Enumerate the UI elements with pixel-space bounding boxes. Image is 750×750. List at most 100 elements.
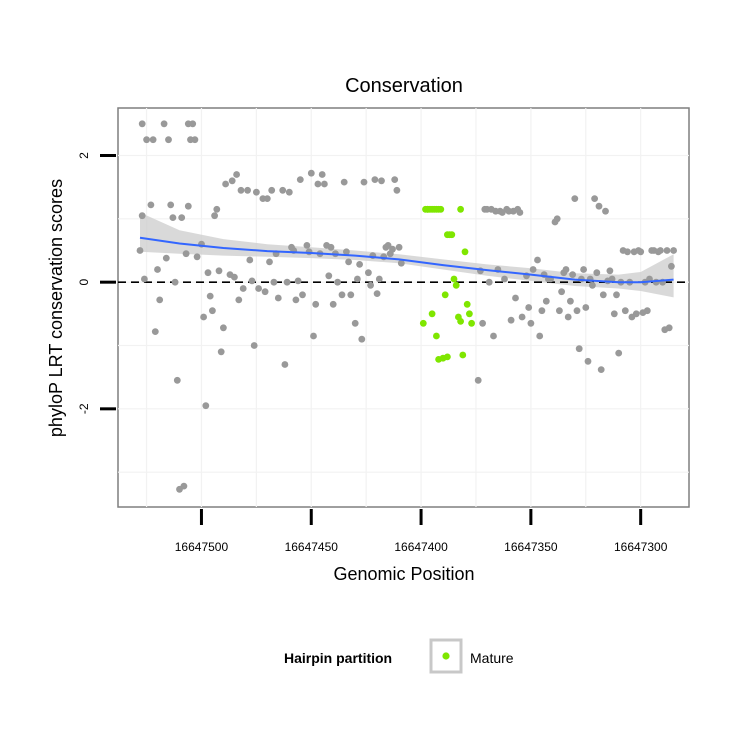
point-other xyxy=(156,296,164,304)
point-other xyxy=(138,212,146,220)
point-other xyxy=(167,201,175,209)
point-other xyxy=(527,319,535,327)
point-other xyxy=(485,278,493,286)
point-other xyxy=(321,180,328,188)
point-other xyxy=(356,261,363,268)
point-other xyxy=(567,297,574,305)
point-mature xyxy=(461,248,469,256)
point-other xyxy=(632,310,640,318)
legend-label-mature: Mature xyxy=(470,650,514,666)
point-other xyxy=(668,262,675,270)
point-other xyxy=(529,266,537,273)
smooth-fit-layer xyxy=(139,236,674,284)
point-other xyxy=(294,277,302,285)
point-other xyxy=(143,136,151,144)
point-other xyxy=(657,247,664,254)
y-tick-label: 2 xyxy=(77,152,91,159)
point-other xyxy=(534,256,541,264)
point-other xyxy=(591,195,598,203)
point-other xyxy=(318,171,326,178)
point-other xyxy=(255,285,262,292)
point-other xyxy=(389,245,396,253)
point-other xyxy=(375,275,383,283)
point-other xyxy=(571,195,579,203)
point-other xyxy=(670,247,677,254)
legend-title: Hairpin partition xyxy=(284,650,392,666)
point-other xyxy=(490,332,497,340)
point-other xyxy=(149,136,157,144)
point-mature xyxy=(433,332,440,340)
point-other xyxy=(244,186,252,194)
point-other xyxy=(512,294,519,302)
point-other xyxy=(187,136,194,144)
point-other xyxy=(613,291,620,299)
point-other xyxy=(556,307,563,315)
point-other xyxy=(525,304,533,311)
point-mature xyxy=(428,310,436,318)
point-other xyxy=(189,120,197,128)
point-other xyxy=(213,205,221,213)
point-other xyxy=(228,177,236,185)
point-other xyxy=(354,275,361,283)
point-other xyxy=(209,307,216,315)
point-mature xyxy=(437,205,445,213)
point-other xyxy=(589,281,596,289)
point-other xyxy=(564,313,572,321)
point-other xyxy=(643,307,651,315)
point-other xyxy=(597,366,605,373)
point-other xyxy=(220,324,227,332)
point-other xyxy=(391,176,399,184)
point-other xyxy=(305,248,313,256)
point-other xyxy=(338,291,346,299)
point-other xyxy=(347,291,355,299)
point-other xyxy=(136,247,144,254)
point-other xyxy=(204,269,212,277)
point-other xyxy=(296,176,304,184)
point-other xyxy=(327,243,335,251)
point-other xyxy=(329,300,337,308)
point-other xyxy=(138,120,146,128)
point-other xyxy=(151,328,159,335)
point-other xyxy=(182,250,190,258)
point-other xyxy=(371,176,379,184)
point-other xyxy=(580,266,587,273)
point-mature xyxy=(468,319,475,327)
point-other xyxy=(536,332,544,340)
point-other xyxy=(373,290,381,297)
point-other xyxy=(562,266,570,273)
point-other xyxy=(180,482,188,490)
point-other xyxy=(193,253,201,261)
point-mature xyxy=(466,310,473,318)
point-other xyxy=(206,292,214,300)
point-other xyxy=(593,269,601,277)
point-other xyxy=(239,285,247,292)
point-other xyxy=(573,307,581,315)
point-mature xyxy=(450,275,458,283)
point-other xyxy=(615,349,623,357)
point-other xyxy=(281,361,289,368)
point-other xyxy=(292,296,300,304)
x-tick-label: 16647450 xyxy=(285,540,339,554)
point-other xyxy=(211,212,219,220)
point-other xyxy=(378,177,385,185)
point-other xyxy=(663,247,671,254)
point-other xyxy=(334,278,341,286)
y-axis-title: phyloP LRT conservation scores xyxy=(46,179,66,437)
point-other xyxy=(231,273,238,281)
point-mature xyxy=(457,205,464,213)
x-tick-label: 16647500 xyxy=(175,540,229,554)
point-other xyxy=(215,267,223,275)
point-other xyxy=(595,202,603,210)
point-mature xyxy=(459,351,467,359)
chart-title: Conservation xyxy=(345,75,463,97)
point-other xyxy=(393,186,401,194)
point-other xyxy=(246,256,254,264)
point-other xyxy=(263,195,271,203)
point-other xyxy=(253,188,260,196)
point-other xyxy=(266,258,273,266)
point-other xyxy=(599,291,607,299)
point-other xyxy=(141,275,148,283)
point-other xyxy=(602,207,609,215)
point-other xyxy=(312,300,320,308)
